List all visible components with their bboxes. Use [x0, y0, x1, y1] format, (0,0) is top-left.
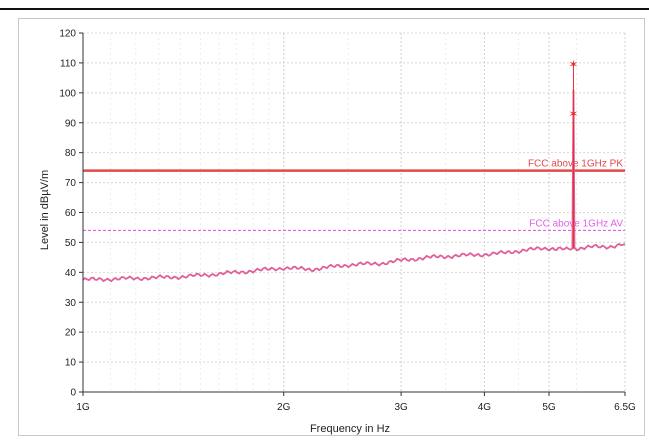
y-tick-label: 20 — [65, 328, 77, 339]
x-tick-label: 2G — [277, 402, 291, 413]
y-tick-label: 0 — [70, 388, 76, 399]
x-tick-label: 4G — [478, 402, 492, 413]
measurement-trace — [82, 89, 626, 283]
x-tick-label: 5G — [542, 402, 556, 413]
y-tick-label: 50 — [65, 238, 77, 249]
peak-markers: ✶✶ — [568, 57, 578, 249]
series — [82, 89, 626, 283]
y-tick-label: 30 — [65, 298, 77, 309]
y-tick-label: 60 — [65, 208, 77, 219]
top-border-line — [0, 8, 649, 10]
grid — [82, 32, 626, 393]
chart-panel — [18, 18, 645, 436]
peak-marker: ✶ — [568, 57, 578, 71]
x-tick-label: 3G — [394, 402, 408, 413]
y-tick-label: 90 — [65, 118, 77, 129]
y-axis-title: Level in dBµV/m — [39, 170, 51, 250]
y-tick-label: 110 — [60, 58, 76, 69]
limit-lines: FCC above 1GHz PK FCC above 1GHz AV — [83, 159, 625, 232]
axes: 0 10 20 30 40 50 60 70 80 90 100 110 120 1G 2G 3G 4G 5G 6.… — [59, 29, 636, 414]
peak-marker: ✶ — [568, 107, 578, 121]
y-tick-label: 70 — [65, 178, 77, 189]
limit-line-label: FCC above 1GHz AV — [529, 218, 623, 229]
y-tick-label: 120 — [59, 29, 76, 40]
y-tick-label: 80 — [65, 148, 77, 159]
y-tick-label: 10 — [65, 358, 77, 369]
y-tick-label: 40 — [65, 268, 77, 279]
limit-line-label: FCC above 1GHz PK — [528, 159, 623, 170]
x-tick-label: 1G — [76, 402, 90, 413]
x-tick-label: 6.5G — [614, 402, 636, 413]
x-axis-title: Frequency in Hz — [310, 423, 390, 435]
y-tick-label: 100 — [59, 88, 76, 99]
